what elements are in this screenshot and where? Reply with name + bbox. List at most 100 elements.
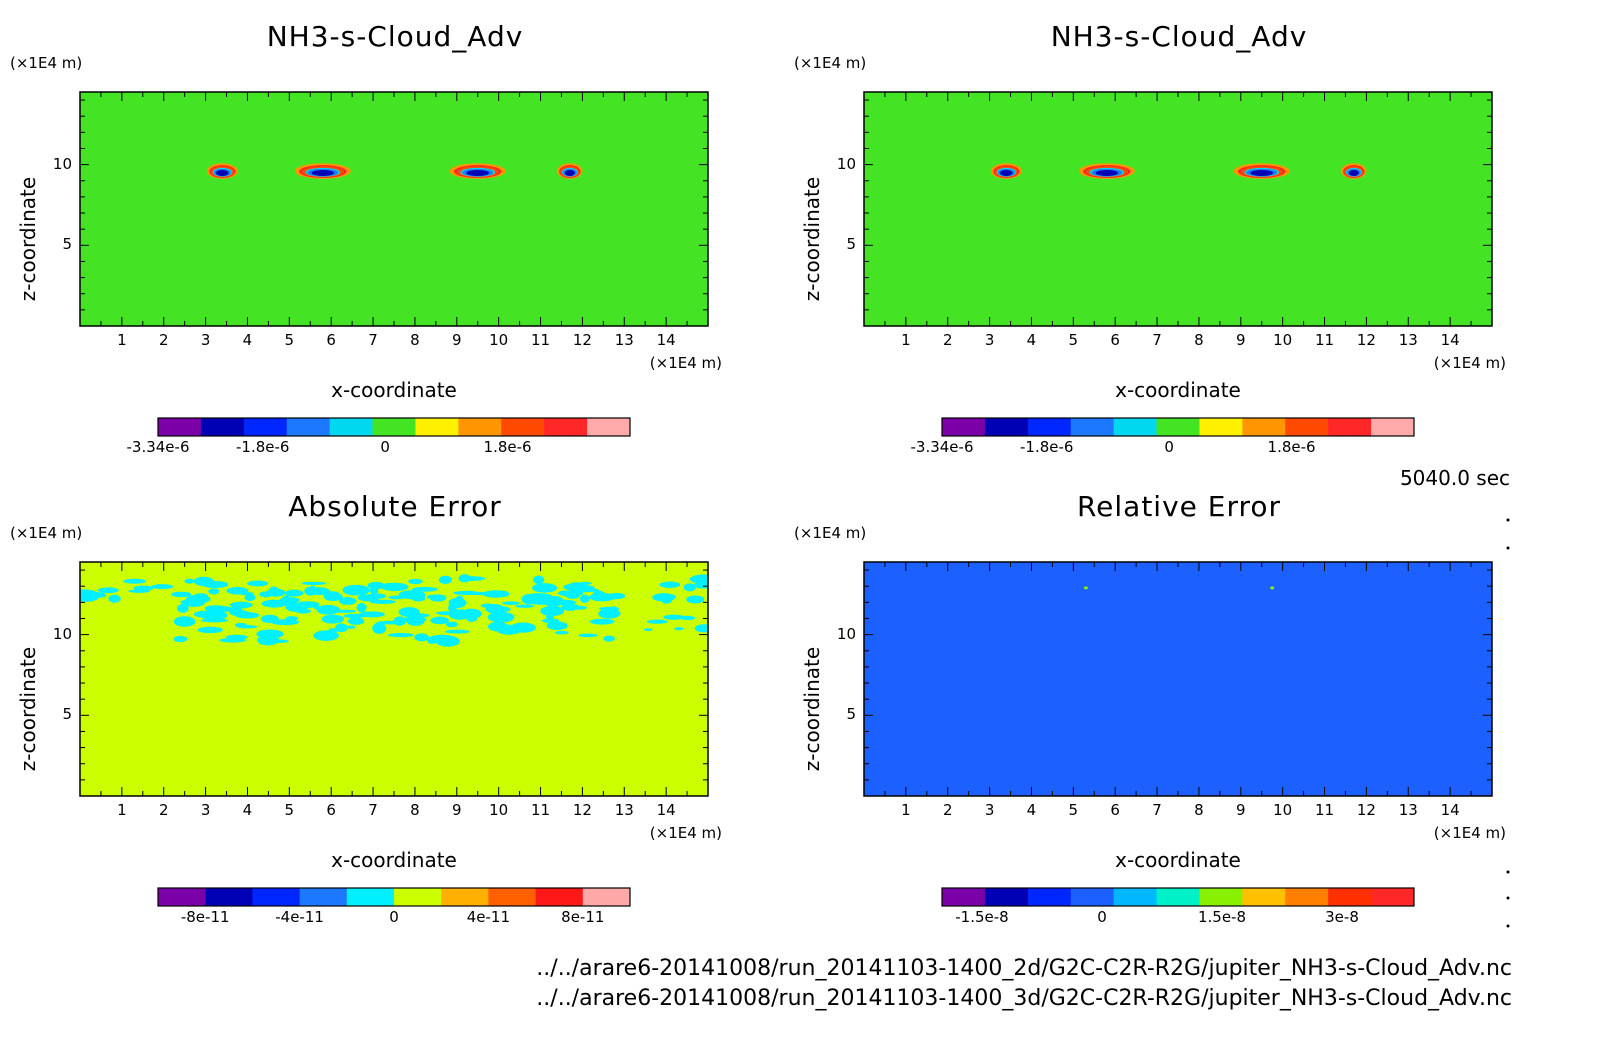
cloud-patch (667, 117, 685, 123)
x-tick-label: 2 (942, 331, 953, 349)
error-patch (411, 586, 438, 592)
cloud-patch (355, 144, 367, 153)
colorbar-segment (252, 888, 301, 906)
error-patch (1244, 616, 1259, 626)
cloud-patch (1433, 109, 1458, 112)
cloud-patch (649, 109, 674, 112)
time-label: 5040.0 sec (1399, 466, 1510, 490)
colorbar-segment (158, 888, 206, 906)
x-tick-label: 8 (1194, 331, 1204, 349)
colorbar-frame (941, 417, 1415, 437)
field-features (80, 574, 708, 647)
error-patch (1047, 614, 1065, 618)
z-tick-label: 10 (836, 624, 856, 643)
error-patch (643, 628, 653, 632)
x-axis-label: x-coordinate (331, 848, 457, 872)
error-patch (1090, 588, 1118, 597)
x-tick-label: 5 (1068, 331, 1079, 349)
cloud-patch (335, 120, 344, 126)
error-patch (455, 595, 464, 605)
error-patch (387, 632, 414, 638)
x-tick-label: 14 (1440, 331, 1460, 349)
error-patch (458, 574, 471, 583)
cloud-patch (1434, 160, 1444, 164)
cloud-patch (218, 109, 232, 114)
cloud-patch (1266, 151, 1281, 158)
x-tick-label: 3 (984, 331, 995, 349)
cloud-patch (83, 161, 91, 167)
x-tick-label: 7 (368, 801, 378, 819)
error-patch (1142, 645, 1160, 652)
colorbar-tick-label: 0 (389, 908, 399, 926)
error-patch (1138, 593, 1163, 603)
cloud-patch (1155, 104, 1180, 113)
error-patch (1269, 615, 1299, 622)
cloud-patch (548, 134, 566, 143)
x-tick-label: 10 (489, 331, 509, 349)
x-tick-label: 13 (614, 801, 634, 819)
colorbar-tick-label: -3.34e-6 (910, 438, 974, 456)
z-tick-label: 5 (62, 705, 72, 724)
error-patch (546, 621, 568, 631)
cloud-patch (646, 156, 653, 161)
cloud-patch (438, 135, 457, 146)
error-patch (1373, 638, 1389, 649)
cloud-patch (1066, 122, 1075, 126)
error-patch (1071, 596, 1081, 605)
error-patch (173, 635, 188, 643)
error-patch (406, 615, 425, 626)
colorbar-segment (1199, 888, 1243, 906)
z-tick-label: 10 (52, 154, 72, 173)
plot-panel-4 (863, 561, 1493, 797)
error-patch (589, 618, 615, 625)
x-tick-label: 4 (242, 801, 253, 819)
colorbar-frame (157, 887, 631, 907)
x-tick-label: 1 (117, 331, 127, 349)
error-patch (339, 597, 357, 605)
error-patch (234, 622, 248, 628)
cloud-patch (1376, 153, 1394, 162)
error-patch (592, 590, 606, 601)
error-patch (208, 588, 220, 595)
x-tick-label: 6 (1110, 801, 1120, 819)
error-patch (955, 581, 976, 587)
error-patch (1142, 638, 1164, 644)
cloud-patch (1180, 137, 1209, 147)
z-tick-label: 10 (836, 154, 856, 173)
error-patch (427, 637, 438, 644)
cloud-patch (1313, 138, 1338, 148)
error-patch (448, 603, 457, 613)
cloud-patch (435, 116, 453, 124)
colorbar-segment (535, 888, 584, 906)
x-tick-label: 9 (1236, 801, 1246, 819)
colorbar-segment (582, 888, 631, 906)
colorbar-tick-label: 0 (1164, 438, 1174, 456)
error-patch (1253, 600, 1271, 611)
x-tick-label: 7 (1152, 331, 1162, 349)
colorbar-tick-label: 1.8e-6 (1267, 438, 1316, 456)
cloud-patch (306, 112, 316, 116)
error-patch (1246, 645, 1261, 654)
cloud-patch (254, 124, 273, 133)
error-patch (1361, 622, 1387, 631)
error-patch (398, 607, 420, 617)
colorbar-1 (157, 417, 631, 437)
colorbar-segment (200, 418, 245, 436)
plot-panel-1 (79, 91, 709, 327)
error-patch (151, 584, 174, 590)
cloud-patch (1235, 138, 1253, 144)
x-tick-label: 2 (942, 801, 953, 819)
cloud-patch (1060, 105, 1082, 115)
x-tick-label: 13 (614, 331, 634, 349)
cloud-core (216, 170, 229, 176)
cloud-patch (186, 159, 214, 166)
x-axis-label: x-coordinate (1115, 848, 1241, 872)
error-patch (200, 618, 229, 623)
error-patch (1365, 607, 1377, 612)
colorbar-tick-label: -1.8e-6 (1020, 438, 1074, 456)
cloud-patch (464, 105, 482, 113)
cloud-patch (181, 154, 193, 158)
error-patch (1047, 634, 1073, 645)
error-patch (1152, 611, 1181, 616)
error-patch (1225, 630, 1248, 639)
